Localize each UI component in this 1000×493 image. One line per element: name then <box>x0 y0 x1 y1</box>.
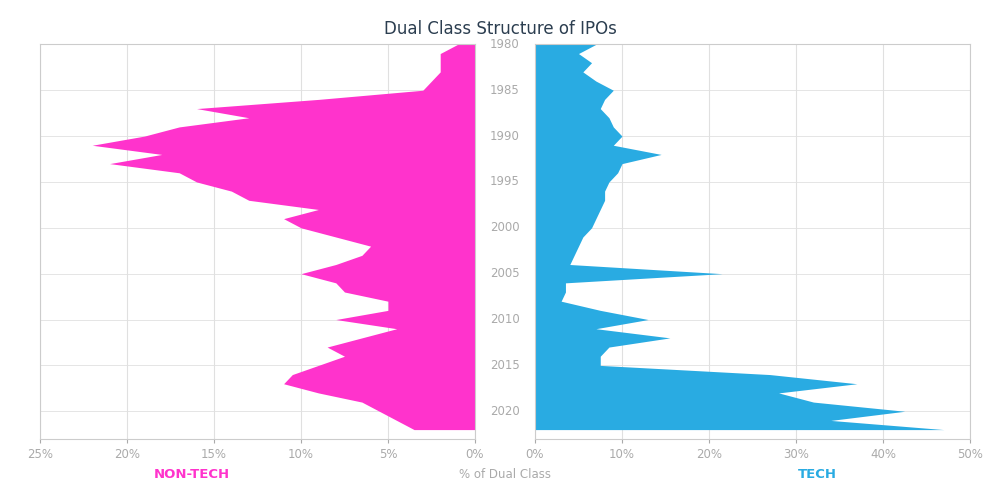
Text: Dual Class Structure of IPOs: Dual Class Structure of IPOs <box>384 20 616 38</box>
Text: 1985: 1985 <box>490 84 520 97</box>
Text: TECH: TECH <box>798 468 837 481</box>
Text: 2000: 2000 <box>490 221 520 234</box>
Text: 1980: 1980 <box>490 38 520 51</box>
Text: 1990: 1990 <box>490 130 520 142</box>
Text: 2010: 2010 <box>490 313 520 326</box>
Text: NON-TECH: NON-TECH <box>154 468 230 481</box>
Text: 2015: 2015 <box>490 359 520 372</box>
Text: 2005: 2005 <box>490 267 520 280</box>
Text: 1995: 1995 <box>490 176 520 188</box>
Text: 2020: 2020 <box>490 405 520 418</box>
Text: % of Dual Class: % of Dual Class <box>459 468 551 481</box>
